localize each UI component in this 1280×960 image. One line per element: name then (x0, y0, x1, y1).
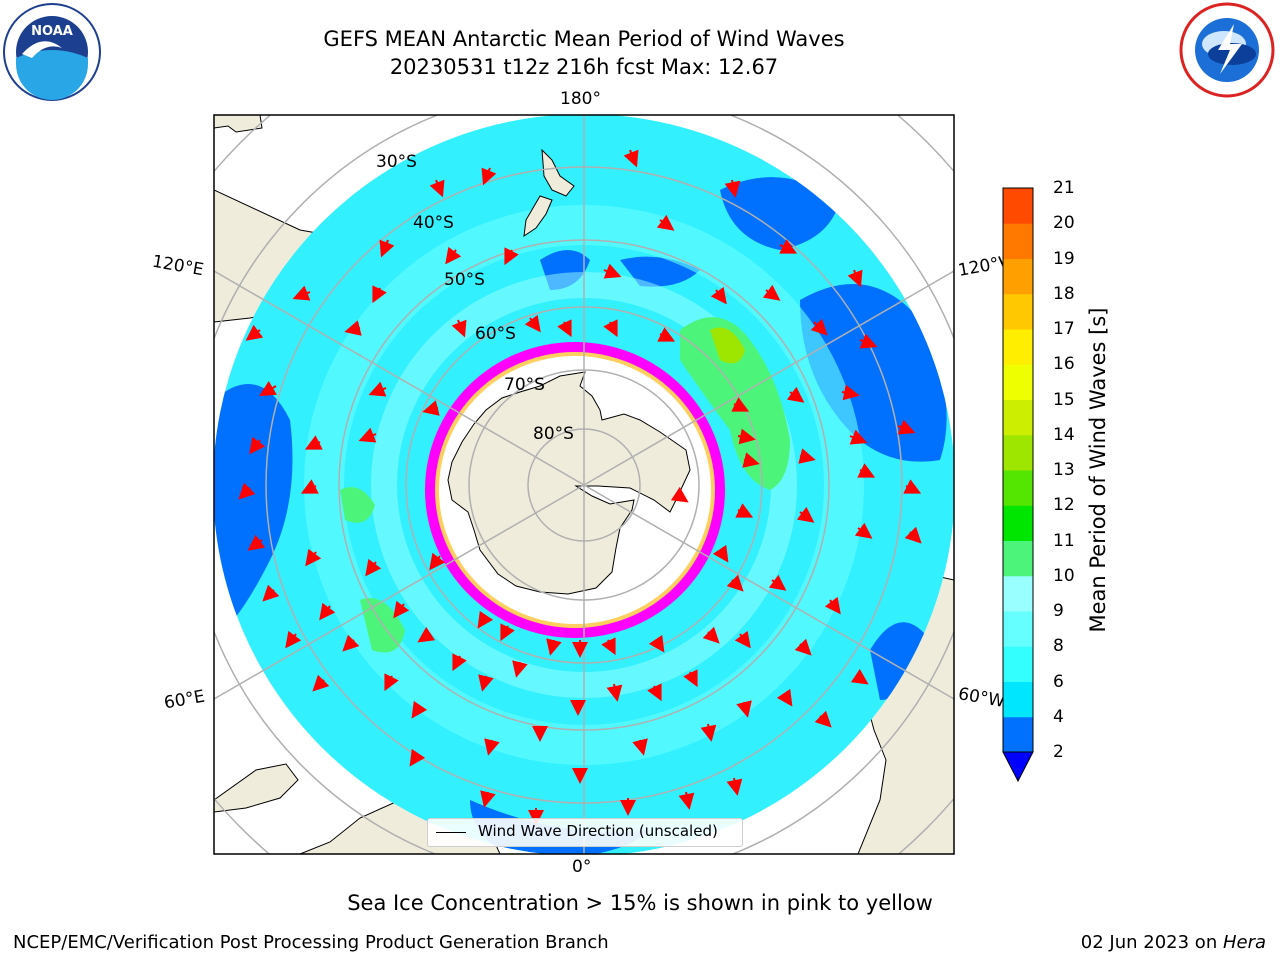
footer-host: Hera (1222, 932, 1266, 953)
colorbar-segment (1003, 329, 1033, 365)
chart-title: GEFS MEAN Antarctic Mean Period of Wind … (323, 27, 845, 51)
graticule (214, 115, 954, 854)
colorbar-tick-label: 18 (1053, 283, 1075, 304)
colorbar-tick-label: 16 (1053, 354, 1075, 375)
colorbar-tick-label: 2 (1053, 742, 1064, 762)
colorbar-tick-label: 14 (1053, 424, 1075, 445)
colorbar-tick-label: 11 (1053, 530, 1075, 551)
lat-label-70s: 70°S (504, 375, 545, 395)
colorbar-segment (1003, 399, 1033, 436)
legend-label: Wind Wave Direction (unscaled) (478, 822, 718, 840)
lat-label-80s: 80°S (533, 424, 574, 444)
lon-label-180: 180° (560, 89, 601, 109)
map-legend: Wind Wave Direction (unscaled) (427, 818, 743, 847)
colorbar-tick-label: 10 (1053, 565, 1075, 586)
colorbar-segment (1003, 611, 1033, 647)
lat-label-50s: 50°S (444, 270, 485, 290)
colorbar-segment (1003, 188, 1033, 224)
nws-logo (1179, 2, 1275, 98)
australia-land (214, 115, 263, 133)
noaa-logo: NOAA (3, 3, 101, 101)
wind-wave-arrows (238, 149, 922, 826)
footer-date: 02 Jun 2023 on Hera (1081, 932, 1266, 953)
colorbar (1002, 187, 1034, 783)
colorbar-tick-label: 6 (1053, 671, 1064, 692)
colorbar-segment (1003, 293, 1033, 330)
colorbar-extend-triangle (1002, 751, 1034, 783)
svg-text:NOAA: NOAA (31, 24, 73, 39)
lat-label-30s: 30°S (376, 152, 417, 172)
colorbar-tick-label: 15 (1053, 389, 1075, 410)
legend-line-swatch (436, 832, 466, 833)
lat-label-40s: 40°S (413, 213, 454, 233)
colorbar-segment (1003, 575, 1033, 612)
colorbar-segment (1003, 434, 1033, 471)
lon-label-0: 0° (572, 857, 592, 877)
antarctica-land (447, 371, 691, 595)
colorbar-label: Mean Period of Wind Waves [s] (1086, 307, 1110, 633)
chart-subtitle: 20230531 t12z 216h fcst Max: 12.67 (389, 55, 779, 79)
madagascar-land (214, 763, 299, 813)
colorbar-tick-label: 13 (1053, 460, 1075, 480)
colorbar-segment (1003, 540, 1033, 577)
colorbar-segment (1003, 505, 1033, 541)
colorbar-tick-label: 21 (1053, 178, 1075, 198)
colorbar-tick-label: 20 (1053, 213, 1075, 234)
lat-label-60s: 60°S (475, 324, 516, 344)
colorbar-segment (1003, 716, 1033, 753)
colorbar-tick-label: 12 (1053, 495, 1075, 516)
colorbar-tick-label: 9 (1053, 601, 1064, 621)
footer-credit: NCEP/EMC/Verification Post Processing Pr… (13, 932, 609, 953)
colorbar-tick-label: 4 (1053, 706, 1064, 727)
new-zealand-land (541, 148, 575, 197)
footer-date-text: 02 Jun 2023 on (1080, 932, 1223, 953)
sea-ice-note: Sea Ice Concentration > 15% is shown in … (347, 891, 933, 915)
colorbar-segment (1003, 646, 1033, 682)
colorbar-tick-label: 19 (1053, 248, 1075, 269)
colorbar-segment (1003, 258, 1033, 295)
colorbar-segment (1003, 470, 1033, 506)
colorbar-segment (1003, 223, 1033, 259)
colorbar-tick-label: 17 (1053, 319, 1075, 339)
colorbar-tick-label: 8 (1053, 636, 1064, 657)
colorbar-segment (1003, 364, 1033, 400)
colorbar-segment (1003, 681, 1033, 718)
